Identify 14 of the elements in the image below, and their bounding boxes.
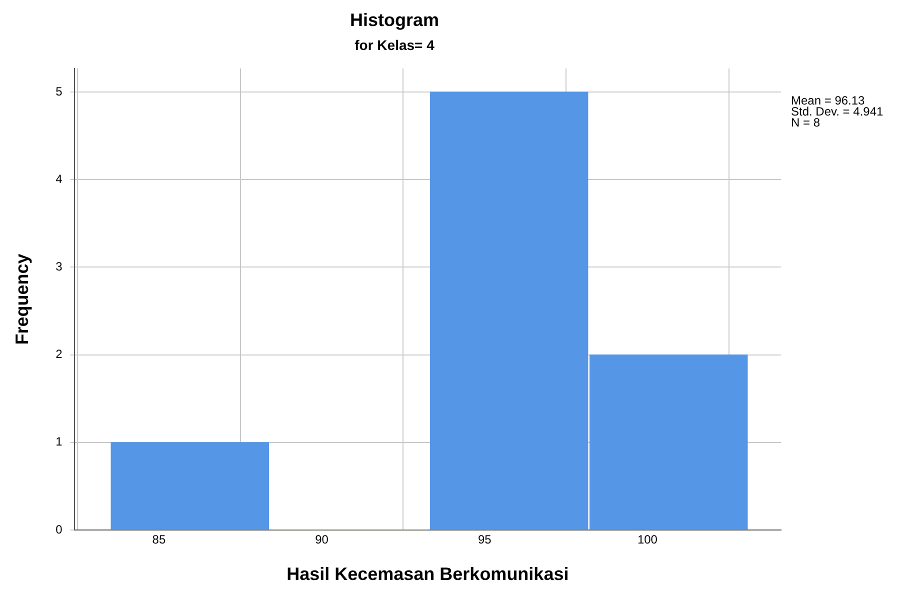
- x-tick-label: 90: [315, 532, 329, 547]
- y-tick-label: 4: [56, 172, 63, 186]
- x-tick-label: 95: [478, 532, 492, 547]
- x-axis-title: Hasil Kecemasan Berkomunikasi: [286, 564, 569, 584]
- y-tick-label: 3: [56, 260, 63, 274]
- x-tick-label: 100: [637, 532, 658, 547]
- y-tick-label: 2: [56, 347, 63, 362]
- y-tick-label: 5: [56, 84, 63, 98]
- x-tick-label: 85: [152, 532, 166, 547]
- chart-title: Histogram: [350, 10, 440, 30]
- chart-subtitle: for Kelas= 4: [354, 36, 435, 53]
- y-tick-label: 1: [56, 434, 63, 449]
- y-axis-title: Frequency: [12, 254, 32, 345]
- y-tick-label: 0: [56, 522, 63, 536]
